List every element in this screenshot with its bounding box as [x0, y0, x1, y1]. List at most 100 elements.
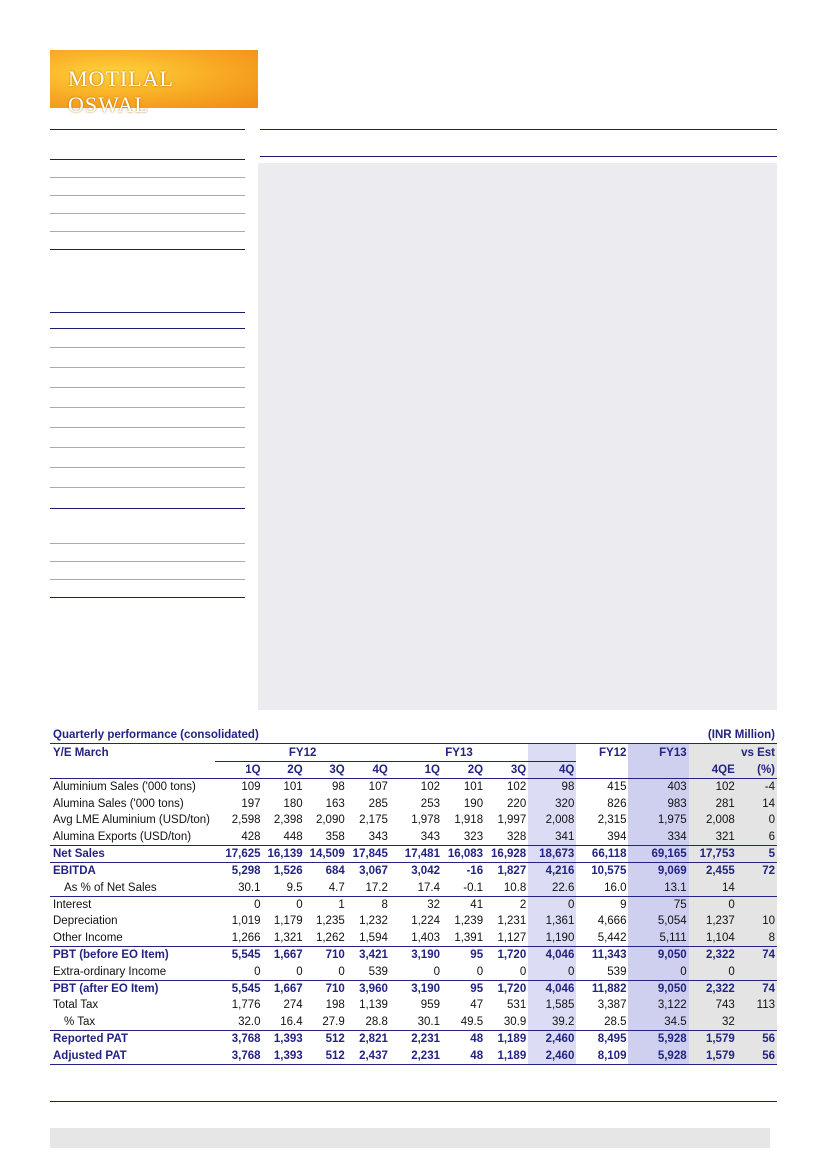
cell: 0	[254, 965, 261, 978]
cell: 98	[331, 781, 345, 794]
cell: 983	[628, 795, 689, 812]
cell: 8,495	[576, 1030, 629, 1048]
row: As % of Net Sales 30.1 9.5 4.7 17.2 17.4 -0.1 1…	[50, 879, 777, 897]
cell	[528, 743, 577, 762]
cell: 1,189	[485, 1030, 529, 1048]
cell: 56	[736, 1047, 777, 1065]
cell: 3,768	[215, 1030, 263, 1048]
row: Alumina Exports (USD/ton) 428 448 358 343 343…	[50, 828, 777, 846]
cell: 1,321	[273, 931, 303, 944]
cell: 5,111	[628, 929, 689, 947]
cell: 32	[688, 1013, 737, 1031]
cell: 403	[628, 778, 689, 796]
row: Total Tax 1,776 274 198 1,139 959 47 531 1,585 3,…	[50, 997, 777, 1014]
cell: 5,054	[628, 913, 689, 930]
cell: 74	[736, 979, 777, 998]
cell: -0.1	[463, 881, 484, 894]
image-placeholder	[258, 163, 777, 710]
cell: 2,460	[528, 1047, 577, 1065]
cell: 30.1	[417, 1015, 440, 1028]
cell: 16.0	[604, 881, 627, 894]
cell	[688, 743, 737, 762]
cell: 448	[283, 830, 303, 843]
row: Interest 0 0 1 8 32 41 2 0 9 75 0	[50, 895, 777, 914]
cell: 1,720	[485, 946, 529, 964]
cell	[50, 761, 216, 780]
cell: 11,343	[576, 946, 629, 964]
cell: 113	[736, 997, 777, 1014]
cell: 394	[607, 830, 627, 843]
cell: 959	[420, 999, 440, 1012]
cell: 1,361	[528, 913, 577, 930]
cell: 1,231	[497, 915, 527, 928]
cell: Adjusted PAT	[50, 1047, 216, 1065]
cell: 18,673	[528, 844, 577, 863]
cell: 2	[485, 895, 529, 914]
cell: 5,545	[215, 979, 263, 998]
cell: 34.5	[628, 1013, 689, 1031]
cell: 2,231	[389, 1047, 442, 1065]
cell: 343	[420, 830, 440, 843]
cell: 428	[241, 830, 261, 843]
cell: 98	[528, 778, 577, 796]
cell: 220	[507, 797, 527, 810]
cell: 328	[507, 830, 527, 843]
cell: 1Q	[215, 761, 263, 780]
row: % Tax 32.0 16.4 27.9 28.8 30.1 49.5 30.9 39.2 28.…	[50, 1013, 777, 1031]
cell: 3,190	[389, 979, 442, 998]
cell	[576, 761, 629, 780]
cell	[628, 761, 689, 780]
cell: 41	[441, 895, 486, 914]
rule	[50, 561, 245, 562]
cell: FY12	[598, 746, 627, 759]
cell: PBT (after EO Item)	[50, 979, 216, 998]
cell: 4Q	[346, 761, 390, 780]
cell	[736, 895, 777, 914]
cell: 0	[688, 963, 737, 981]
cell: 2,315	[597, 814, 627, 827]
cell: 5,442	[597, 931, 627, 944]
cell: 2,322	[688, 946, 737, 964]
cell: 30.9	[503, 1015, 527, 1028]
cell: -4	[736, 778, 777, 796]
cell: 3,421	[346, 946, 390, 964]
cell: 0	[296, 965, 303, 978]
cell: 11,882	[576, 979, 629, 998]
cell: 1,594	[359, 931, 388, 944]
cell: 39.2	[528, 1013, 577, 1031]
cell: 710	[304, 979, 347, 998]
cell: 1,237	[688, 913, 737, 930]
cell	[736, 963, 777, 981]
row: Net Sales 17,625 16,139 14,509 17,845 17,481 1…	[50, 844, 777, 863]
cell: 14	[688, 879, 737, 897]
cell: 17.4	[417, 881, 440, 894]
cell: 75	[628, 895, 689, 914]
cell: 74	[736, 946, 777, 964]
cell: 1,667	[262, 946, 305, 964]
cell: 1,232	[359, 915, 388, 928]
cell: 49.5	[460, 1015, 484, 1028]
cell: 16,928	[485, 844, 529, 863]
cell: 684	[304, 862, 347, 880]
cell: 13.1	[628, 879, 689, 897]
cell: 1,019	[231, 915, 261, 928]
cell: 2Q	[441, 761, 486, 780]
rule	[50, 467, 245, 468]
cell: 1,403	[411, 931, 440, 944]
cell: 1,266	[231, 931, 261, 944]
cell: 2,821	[346, 1030, 390, 1048]
cell: 358	[325, 830, 345, 843]
cell: 47	[470, 999, 484, 1012]
cell: 0	[688, 895, 737, 914]
rule	[50, 387, 245, 388]
cell: 0	[736, 811, 777, 829]
cell: Reported PAT	[50, 1030, 216, 1048]
cell: 16,139	[262, 844, 305, 863]
cell: 5,928	[628, 1047, 689, 1065]
cell: 2,322	[688, 979, 737, 998]
row: Reported PAT 3,768 1,393 512 2,821 2,231 48 1,1…	[50, 1030, 777, 1048]
cell: 4,666	[597, 915, 627, 928]
cell: 1,579	[688, 1030, 737, 1048]
cell: 4,046	[528, 946, 577, 964]
cell: 8	[736, 929, 777, 947]
